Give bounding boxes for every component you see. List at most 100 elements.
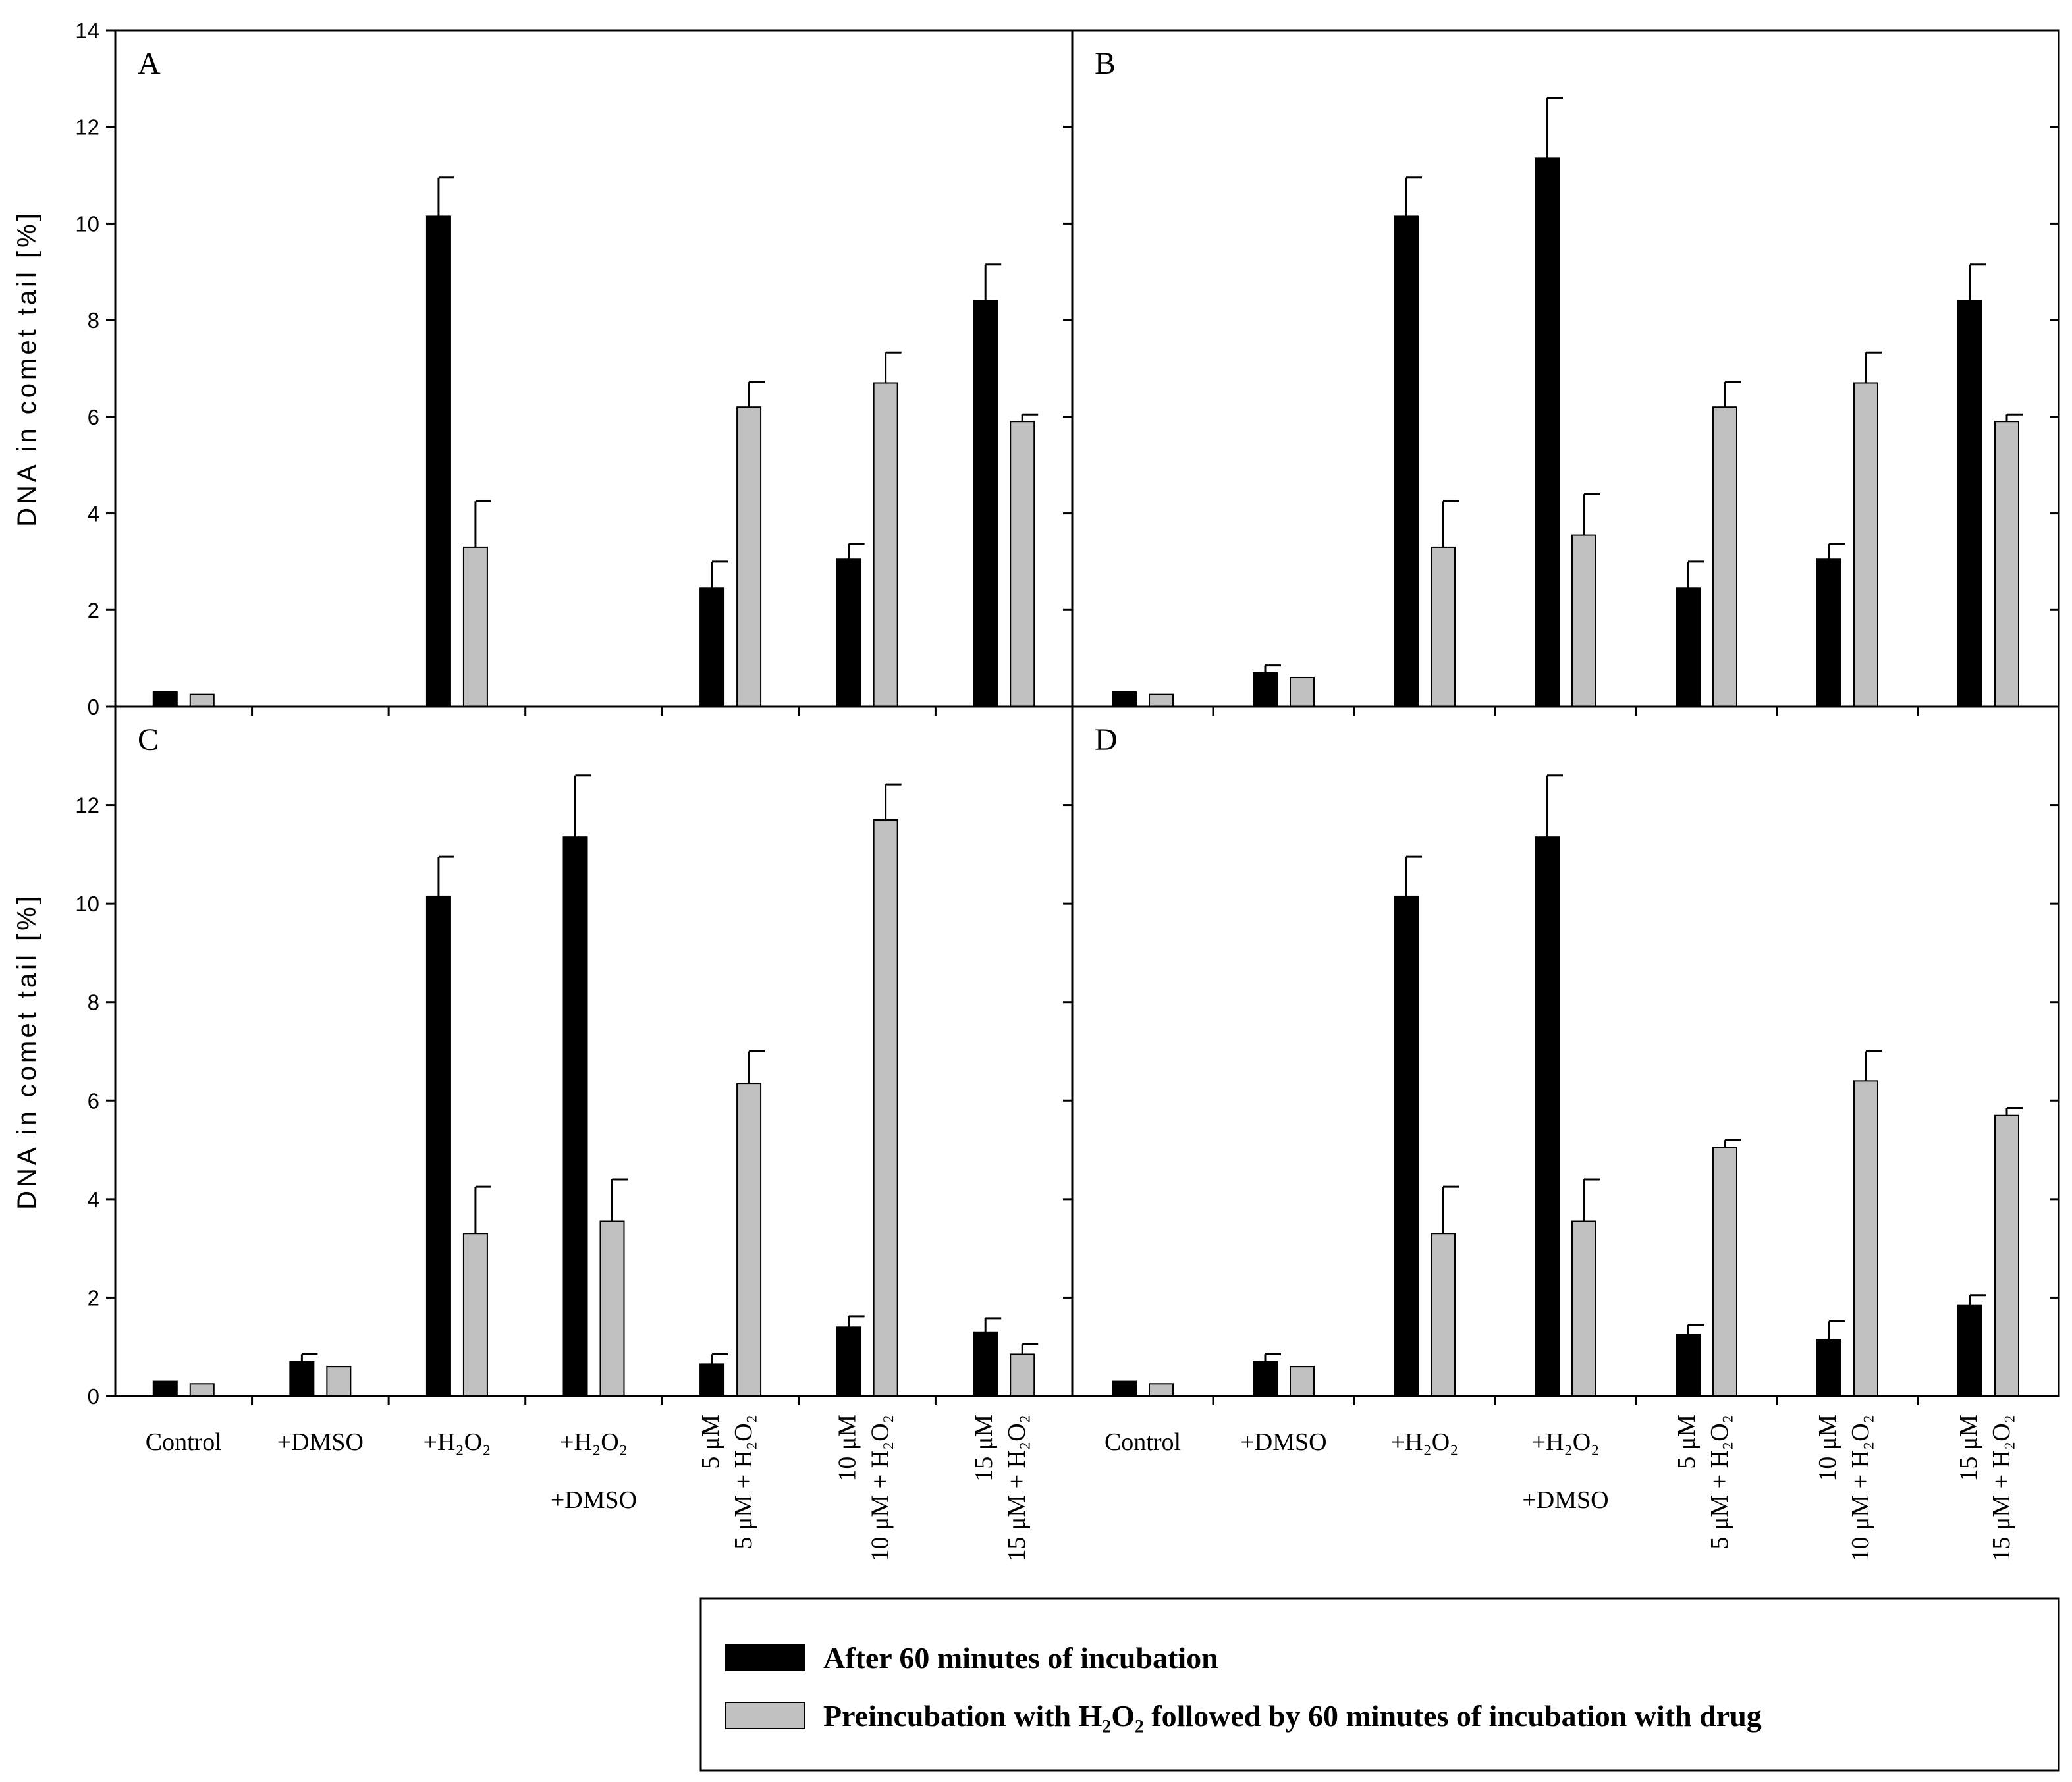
category-label: 5 μM [697,1415,724,1469]
bar-series2 [462,546,488,708]
panel-label: B [1095,46,1116,81]
category-label: 15 μM [1955,1415,1982,1482]
bar-series2 [1712,1147,1737,1397]
bar-series1 [1394,215,1419,707]
category-label: Control [146,1428,222,1456]
bar-series1 [1676,1334,1701,1397]
bar-series1 [425,895,451,1397]
legend-swatch-series1 [725,1644,805,1671]
bar-series1 [1816,558,1841,708]
bar-series1 [1535,836,1560,1397]
bar-series2 [1853,1080,1878,1397]
bar-series2 [462,1233,488,1397]
category-label-line2: +DMSO [1522,1486,1608,1514]
bar-series2 [189,693,215,708]
panel-a: A 0 2 4 6 8 10 12 14 [75,18,1074,719]
bar-series2 [1290,676,1315,708]
legend: After 60 minutes of incubation Preincuba… [699,1597,2060,1772]
y-tick-label: 6 [88,405,99,429]
category-label: +H₂O₂ [1532,1428,1600,1456]
category-label: +DMSO [277,1428,364,1456]
panel-frame [1071,29,2060,708]
panel-d: D [1063,705,2060,1405]
bar-series2 [1853,382,1878,707]
category-label-line2: 15 μM + H₂O₂ [1003,1415,1031,1561]
y-tick-label: 0 [88,695,99,719]
category-label-line2: 5 μM + H₂O₂ [1706,1415,1733,1549]
y-tick-label: 2 [88,1285,99,1310]
legend-frame [699,1597,2060,1772]
bar-series2 [1431,1233,1456,1397]
panel-frame [114,705,1074,1397]
bar-series1 [1112,691,1137,707]
bar-series1 [836,558,861,708]
category-label: +H₂O₂ [423,1428,491,1456]
y-axis-label-top: DNA in comet tail [%] [13,210,41,527]
panel-c: C 0 2 4 6 8 10 12 [75,705,1074,1409]
bar-series2 [1290,1366,1315,1397]
bar-series1 [1253,1361,1278,1397]
panel-label: D [1095,722,1118,757]
category-label: 10 μM [1814,1415,1841,1482]
bar-series1 [1535,157,1560,707]
bar-series1 [1676,587,1701,708]
y-tick-label: 2 [88,598,99,622]
bar-series1 [699,587,725,708]
bar-series2 [1010,421,1035,707]
category-label-line2: 15 μM + H₂O₂ [1988,1415,2015,1561]
bar-series1 [1253,672,1278,708]
category-label: 10 μM [834,1415,861,1482]
y-axis-label-bottom: DNA in comet tail [%] [13,893,41,1210]
bar-series2 [736,406,762,708]
bar-series2 [873,382,898,707]
bar-series1 [1957,300,1982,707]
bar-series1 [1112,1380,1137,1397]
bar-series2 [1994,421,2019,707]
bar-series1 [562,836,588,1397]
y-tick-label: 10 [75,892,99,916]
bar-series2 [1431,546,1456,708]
legend-swatch-series2 [725,1702,805,1729]
category-label: +H₂O₂ [560,1428,628,1456]
bar-series1 [152,691,178,707]
bar-series2 [599,1220,625,1397]
category-label: +DMSO [1240,1428,1326,1456]
y-tick-label: 12 [75,115,99,140]
bar-series1 [973,300,998,707]
bar-series1 [1957,1304,1982,1397]
bar-series2 [1571,534,1596,707]
y-tick-label: 4 [88,502,99,526]
bar-series2 [1712,406,1737,708]
category-label-line2: 10 μM + H₂O₂ [1847,1415,1874,1561]
panel-frame [114,29,1074,708]
bar-series2 [189,1383,215,1397]
bar-series1 [836,1326,861,1397]
category-label-line2: 10 μM + H₂O₂ [867,1415,894,1561]
bar-series2 [1994,1114,2019,1397]
y-tick-label: 6 [88,1089,99,1113]
bar-series2 [736,1083,762,1397]
legend-label-series2: Preincubation with H₂O₂ followed by 60 m… [823,1699,1762,1733]
panel-frame [1071,705,2060,1397]
legend-label-series1: After 60 minutes of incubation [823,1641,1218,1675]
y-tick-label: 0 [88,1384,99,1409]
category-label-line2: +DMSO [551,1486,637,1514]
y-tick-label: 10 [75,211,99,236]
bar-series2 [873,819,898,1397]
category-label: +H₂O₂ [1391,1428,1459,1456]
bar-series2 [1571,1220,1596,1397]
y-tick-label: 12 [75,794,99,818]
category-label-line2: 5 μM + H₂O₂ [730,1415,757,1549]
y-tick-label: 4 [88,1187,99,1212]
bar-series1 [1394,895,1419,1397]
bar-series1 [1816,1338,1841,1397]
category-label: 5 μM [1673,1415,1701,1469]
panel-label: A [138,46,161,81]
bar-series2 [1010,1353,1035,1397]
bar-series2 [1149,1383,1174,1397]
y-tick-label: 8 [88,308,99,333]
panel-b: B [1063,29,2060,716]
category-label: 15 μM [970,1415,998,1482]
y-tick-label: 8 [88,990,99,1015]
